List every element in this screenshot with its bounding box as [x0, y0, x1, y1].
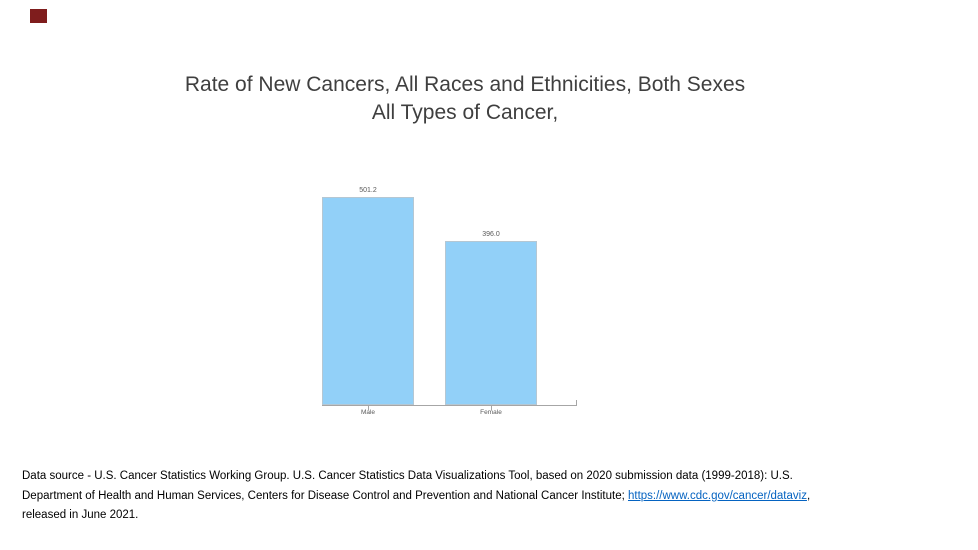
accent-square	[30, 9, 47, 23]
footer-line1: Data source - U.S. Cancer Statistics Wor…	[22, 470, 793, 482]
bar-male	[322, 197, 414, 405]
data-source-note: Data source - U.S. Cancer Statistics Wor…	[22, 467, 810, 526]
x-axis-line	[322, 405, 577, 406]
chart-title: Rate of New Cancers, All Races and Ethni…	[0, 71, 930, 127]
x-axis-label-male: Male	[360, 409, 376, 416]
bar-value-label-male: 501.2	[359, 187, 377, 194]
x-axis-end-tick	[576, 400, 577, 405]
x-axis-tick-male	[368, 406, 369, 410]
dataviz-link[interactable]: https://www.cdc.gov/cancer/dataviz	[627, 489, 807, 502]
bar-value-label-female: 396.0	[482, 230, 500, 238]
footer-line2: Department of Health and Human Services,…	[22, 487, 810, 507]
footer-line2-suffix: ,	[806, 489, 811, 502]
x-axis-label-female: Female	[480, 409, 502, 416]
chart-title-line1: Rate of New Cancers, All Races and Ethni…	[184, 73, 746, 96]
x-axis-tick-female	[491, 406, 492, 410]
footer-line3: released in June 2021.	[22, 509, 139, 521]
bar-female	[445, 240, 537, 405]
chart-title-line2: All Types of Cancer,	[371, 101, 559, 124]
footer-line2-text: Department of Health and Human Services,…	[22, 489, 628, 502]
